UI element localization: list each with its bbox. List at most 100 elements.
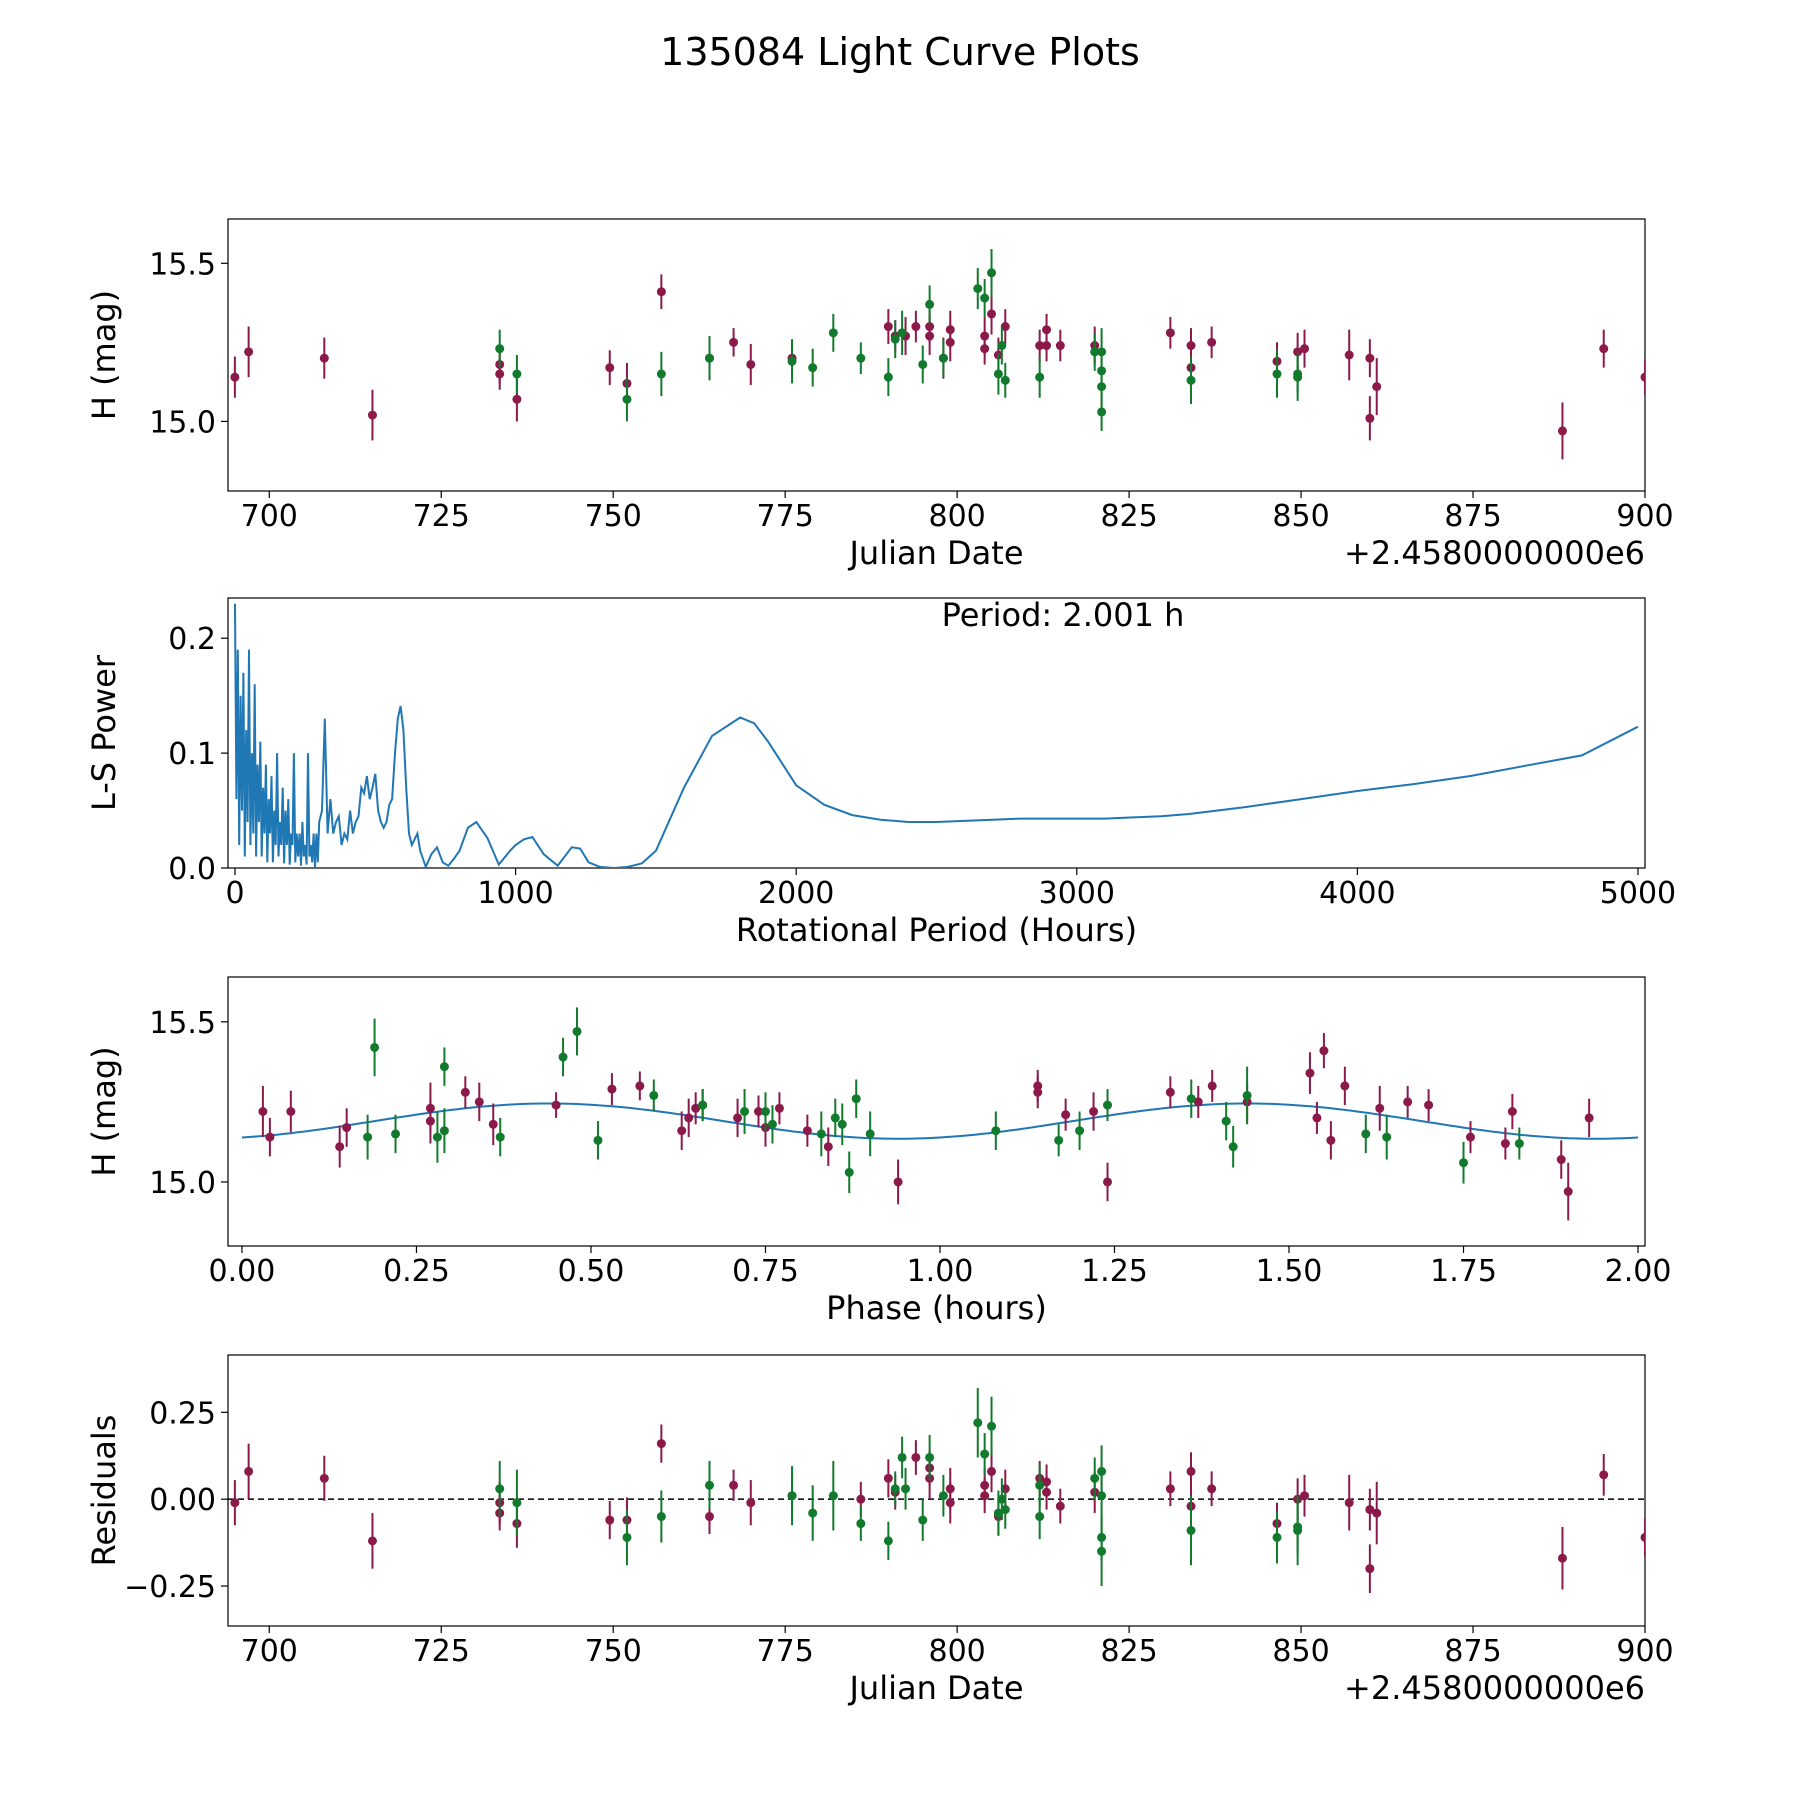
data-point — [1563, 1187, 1573, 1197]
data-point — [828, 1491, 838, 1501]
data-point — [1344, 1498, 1354, 1508]
data-point — [830, 1113, 840, 1123]
x-axis-label: Julian Date — [847, 534, 1023, 572]
x-tick-label: 3000 — [1039, 876, 1115, 911]
data-point — [258, 1107, 268, 1116]
data-point — [993, 369, 1003, 379]
data-point — [1300, 1491, 1310, 1501]
data-point — [1272, 1532, 1282, 1542]
data-point — [911, 1452, 921, 1462]
data-point — [230, 1498, 240, 1508]
data-point — [1326, 1135, 1336, 1145]
data-point — [593, 1135, 603, 1145]
data-point — [901, 1484, 911, 1494]
data-point — [1207, 337, 1217, 347]
plot-data — [228, 1388, 1645, 1593]
data-point — [1640, 1532, 1645, 1542]
data-point — [746, 359, 756, 369]
data-point — [622, 1532, 632, 1542]
data-point — [1599, 344, 1609, 354]
data-point — [729, 337, 739, 347]
data-point — [1507, 1107, 1517, 1116]
data-point — [1042, 1477, 1052, 1487]
data-point — [851, 1094, 861, 1104]
data-point — [1372, 1508, 1382, 1518]
y-tick-label: 15.0 — [149, 405, 216, 440]
x-tick-label: 0.50 — [558, 1254, 625, 1289]
x-tick-label: 775 — [757, 1634, 814, 1669]
x-tick-label: 775 — [757, 499, 814, 534]
data-point — [367, 1536, 377, 1546]
y-tick-label: 0.0 — [168, 852, 216, 887]
data-point — [495, 1132, 505, 1142]
data-point — [656, 1439, 666, 1449]
x-tick-label: 850 — [1272, 1634, 1329, 1669]
data-point — [286, 1107, 296, 1116]
data-point — [1382, 1132, 1392, 1142]
data-point — [495, 369, 505, 379]
data-point — [1584, 1113, 1594, 1123]
data-point — [1089, 1107, 1099, 1116]
data-point — [883, 1473, 893, 1483]
data-point — [918, 359, 928, 369]
data-point — [865, 1129, 875, 1139]
data-point — [987, 268, 997, 278]
data-point — [656, 287, 666, 297]
x-tick-label: 1.25 — [1081, 1254, 1148, 1289]
data-point — [1000, 1505, 1010, 1515]
data-point — [1500, 1139, 1510, 1149]
x-axis-label: Phase (hours) — [826, 1289, 1047, 1327]
data-point — [897, 328, 907, 338]
x-axis-label: Rotational Period (Hours) — [736, 911, 1137, 949]
data-point — [512, 1498, 522, 1508]
data-point — [367, 410, 377, 420]
data-point — [816, 1129, 826, 1139]
data-point — [1097, 407, 1107, 417]
data-point — [439, 1126, 449, 1136]
data-point — [495, 1484, 505, 1494]
data-point — [265, 1132, 275, 1142]
x-tick-label: 2000 — [758, 876, 834, 911]
data-point — [980, 293, 990, 303]
data-point — [1300, 344, 1310, 354]
data-point — [1293, 1525, 1303, 1535]
data-point — [391, 1129, 401, 1139]
data-point — [808, 363, 818, 373]
data-point — [488, 1119, 498, 1129]
x-tick-label: 4000 — [1319, 876, 1395, 911]
data-point — [1340, 1081, 1350, 1091]
plot-frame — [227, 218, 1646, 492]
model-fit-curve — [241, 1102, 1639, 1140]
data-point — [987, 1421, 997, 1431]
data-point — [512, 369, 522, 379]
light-curve-panel: 700 725 750 775 800 825 850 875 900 15.0 15.5 Julia… — [85, 218, 1674, 572]
x-tick-label: 1.50 — [1256, 1254, 1323, 1289]
x-tick-label: 875 — [1444, 499, 1501, 534]
data-point — [1035, 1480, 1045, 1490]
data-point — [607, 1084, 617, 1094]
data-point — [925, 1452, 935, 1462]
data-point — [897, 1452, 907, 1462]
data-point — [1193, 1097, 1203, 1107]
y-tick-label: 0.1 — [168, 737, 216, 772]
x-tick-label: 900 — [1616, 499, 1673, 534]
data-point — [945, 337, 955, 347]
data-point — [774, 1103, 784, 1113]
data-point — [705, 1512, 715, 1522]
data-point — [1186, 1466, 1196, 1476]
data-point — [677, 1126, 687, 1136]
data-point — [1103, 1100, 1113, 1110]
data-point — [432, 1132, 442, 1142]
data-point — [1186, 1094, 1196, 1104]
data-point — [1186, 1525, 1196, 1535]
data-point — [746, 1498, 756, 1508]
x-tick-label: 750 — [585, 1634, 642, 1669]
data-point — [319, 353, 329, 363]
data-point — [925, 299, 935, 309]
data-point — [993, 1508, 1003, 1518]
data-point — [883, 1536, 893, 1546]
data-point — [856, 1519, 866, 1529]
data-point — [363, 1132, 373, 1142]
data-point — [991, 1126, 1001, 1136]
